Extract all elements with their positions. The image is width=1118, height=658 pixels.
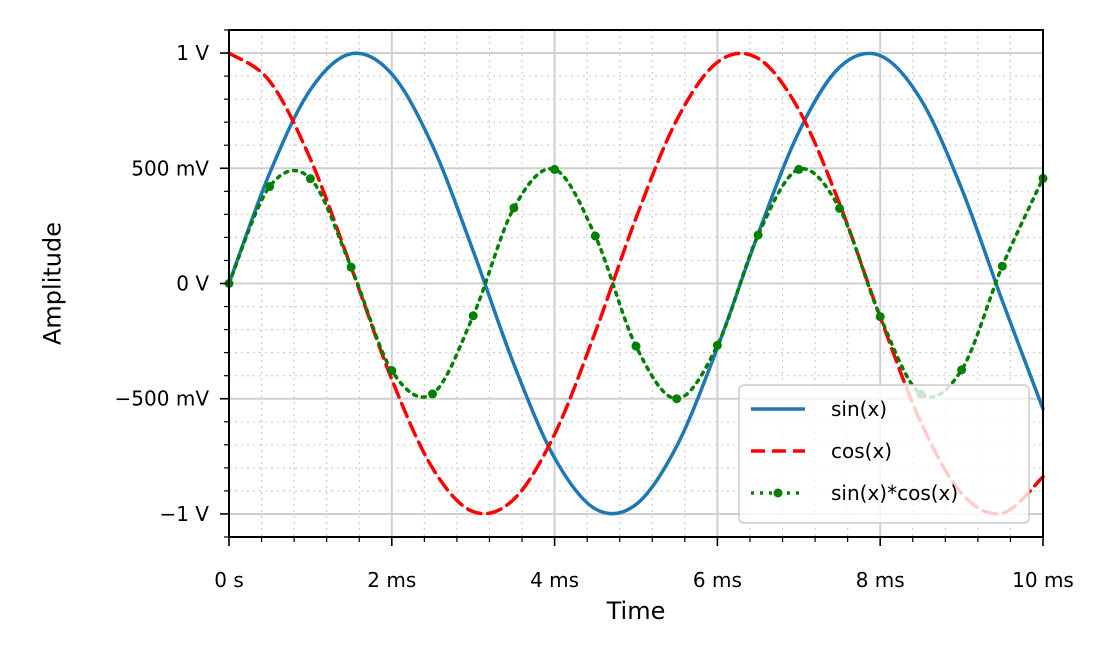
series-point: [468, 311, 478, 321]
series-point: [712, 340, 722, 350]
series-point: [631, 341, 641, 351]
y-tick-label: 500 mV: [131, 156, 209, 180]
legend-label: sin(x): [831, 397, 887, 421]
series-point: [550, 164, 560, 174]
series-point: [428, 389, 437, 399]
x-tick-label: 0 s: [214, 568, 244, 592]
series-line-0: [227, 51, 1045, 516]
legend-box: [738, 384, 1030, 524]
y-tick-label: 0 V: [176, 272, 209, 296]
series-point: [957, 365, 967, 375]
series-point: [794, 164, 804, 174]
y-tick-label: −1 V: [159, 502, 209, 526]
series-point: [387, 366, 397, 376]
ticks: [220, 29, 1044, 546]
series-point: [875, 312, 885, 322]
tick-labels: 0 s 2 ms 4 ms 6 ms 8 ms 10 ms 1 V 500 mV 0 V −500…: [115, 41, 1074, 592]
series-point: [346, 262, 356, 272]
series-line-1: [227, 51, 1045, 516]
legend-marker: [773, 488, 783, 498]
x-axis-title: Time: [606, 597, 666, 625]
y-axis-title: Amplitude: [38, 222, 66, 345]
series-layer: [224, 51, 1048, 516]
series-point: [305, 174, 315, 184]
series-point: [672, 394, 682, 404]
series-point: [997, 261, 1007, 271]
x-tick-label: 10 ms: [1012, 568, 1074, 592]
legend: sin(x) cos(x) sin(x)*cos(x): [738, 384, 1030, 524]
x-tick-label: 2 ms: [367, 568, 416, 592]
series-point: [265, 181, 275, 191]
series-point: [753, 230, 763, 240]
series-point: [590, 231, 600, 241]
legend-label: sin(x)*cos(x): [831, 481, 958, 505]
y-tick-label: −500 mV: [115, 387, 210, 411]
x-tick-label: 8 ms: [856, 568, 905, 592]
series-point: [509, 203, 519, 213]
x-tick-label: 6 ms: [693, 568, 742, 592]
legend-label: cos(x): [831, 439, 892, 463]
x-tick-label: 4 ms: [530, 568, 579, 592]
series-point: [835, 203, 844, 213]
y-tick-label: 1 V: [176, 41, 209, 65]
